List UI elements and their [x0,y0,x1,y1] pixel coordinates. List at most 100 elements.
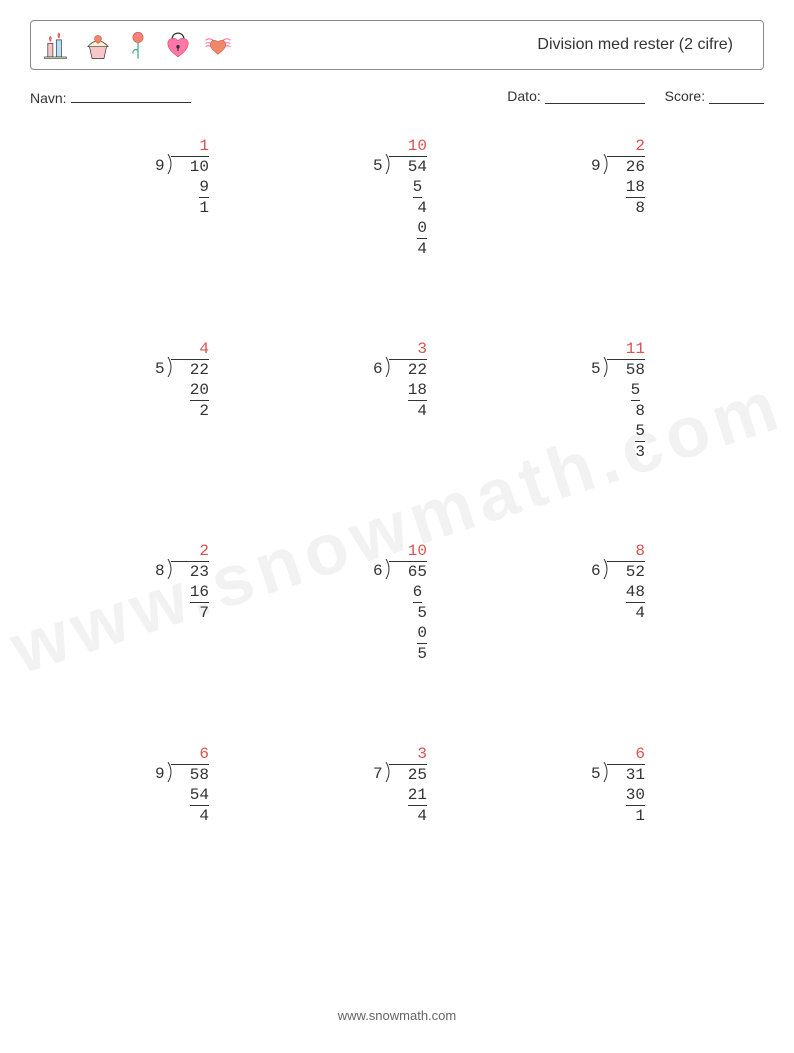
work-step: 1 [585,806,645,826]
division-bracket: 5 31 [585,764,645,785]
division-bracket: 8 23 [149,561,209,582]
division-bracket: 6 52 [585,561,645,582]
problems-grid: 1910911055454042926188452220236221841155… [30,136,764,896]
work-step: 5 [362,177,432,198]
divisor: 6 [373,561,383,581]
work-step: 18 [367,380,427,401]
division-problem: 29 26188 [526,136,704,289]
quotient: 10 [367,136,427,156]
divisor: 5 [373,156,383,176]
name-blank[interactable] [71,88,191,103]
divisor: 9 [155,156,165,176]
quotient: 2 [585,136,645,156]
division-problem: 106656505 [308,541,486,694]
quotient: 6 [149,744,209,764]
work-step: 54 [149,785,209,806]
dividend: 10 [171,156,209,177]
dividend: 26 [607,156,645,177]
score-blank[interactable] [709,89,764,104]
header-icons [41,28,235,62]
worksheet-title: Division med rester (2 cifre) [537,36,733,54]
division-problem: 105545404 [308,136,486,289]
work-step: 8 [585,401,645,421]
divisor: 6 [373,359,383,379]
division-bracket: 6 22 [367,359,427,380]
work-step: 18 [585,177,645,198]
dividend: 58 [171,764,209,785]
score-label: Score: [665,88,705,104]
work-step: 0 [367,623,427,644]
dividend: 58 [607,359,645,380]
division-bracket: 9 10 [149,156,209,177]
work-step: 4 [367,806,427,826]
work-step: 4 [585,603,645,623]
quotient: 3 [367,744,427,764]
divisor: 9 [155,764,165,784]
division-problem: 115585853 [526,339,704,492]
divisor: 5 [591,359,601,379]
work-step: 4 [367,239,427,259]
division-problem: 6531301 [526,744,704,897]
work-step: 5 [580,380,650,401]
dividend: 52 [607,561,645,582]
quotient: 1 [149,136,209,156]
dividend: 31 [607,764,645,785]
division-problem: 45 22202 [90,339,268,492]
division-problem: 36 22184 [308,339,486,492]
date-label: Dato: [507,88,540,104]
divisor: 5 [591,764,601,784]
work-step: 4 [367,198,427,218]
work-step: 21 [367,785,427,806]
quotient: 3 [367,339,427,359]
name-label: Navn: [30,90,67,106]
quotient: 10 [367,541,427,561]
divisor: 6 [591,561,601,581]
work-step: 4 [149,806,209,826]
quotient: 11 [585,339,645,359]
work-step: 3 [585,442,645,462]
divisor: 8 [155,561,165,581]
dividend: 54 [389,156,427,177]
dividend: 25 [389,764,427,785]
work-step: 6 [362,582,432,603]
footer-url: www.snowmath.com [0,1008,794,1023]
winged-heart-icon [201,28,235,62]
work-step: 48 [585,582,645,603]
work-step: 5 [367,603,427,623]
date-blank[interactable] [545,89,645,104]
division-bracket: 9 26 [585,156,645,177]
division-problem: 3725214 [308,744,486,897]
division-bracket: 5 58 [585,359,645,380]
work-step: 5 [585,421,645,442]
dividend: 23 [171,561,209,582]
candles-icon [41,28,75,62]
division-problem: 28 23167 [90,541,268,694]
work-step: 7 [149,603,209,623]
work-step: 20 [149,380,209,401]
quotient: 4 [149,339,209,359]
division-problem: 69 58544 [90,744,268,897]
dividend: 22 [171,359,209,380]
work-step: 2 [149,401,209,421]
dividend: 65 [389,561,427,582]
work-step: 0 [367,218,427,239]
dividend: 22 [389,359,427,380]
work-step: 9 [149,177,209,198]
rose-icon [121,28,155,62]
division-problem: 86 52484 [526,541,704,694]
divisor: 5 [155,359,165,379]
work-step: 1 [149,198,209,218]
work-step: 4 [367,401,427,421]
divisor: 9 [591,156,601,176]
work-step: 30 [585,785,645,806]
quotient: 2 [149,541,209,561]
division-problem: 191091 [90,136,268,289]
quotient: 8 [585,541,645,561]
division-bracket: 9 58 [149,764,209,785]
work-step: 16 [149,582,209,603]
work-step: 8 [585,198,645,218]
lock-heart-icon [161,28,195,62]
work-step: 5 [367,644,427,664]
division-bracket: 5 54 [367,156,427,177]
division-bracket: 725 [367,764,427,785]
